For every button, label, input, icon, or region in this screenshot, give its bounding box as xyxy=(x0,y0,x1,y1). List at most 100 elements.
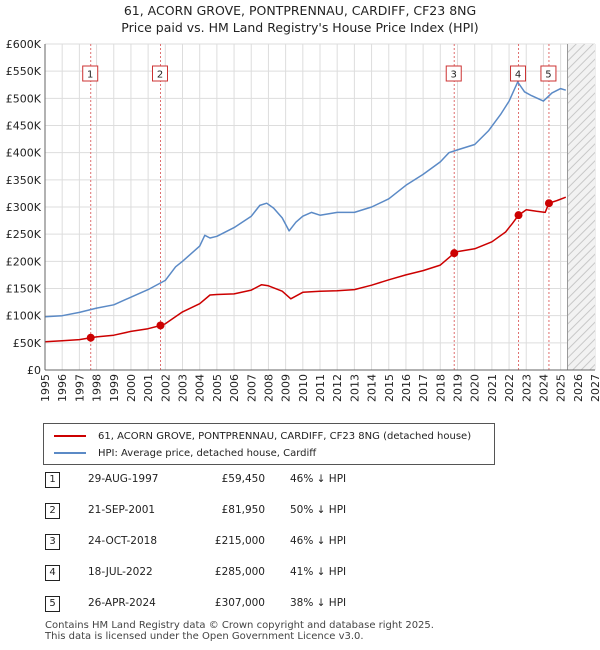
x-tick-label: 2002 xyxy=(159,374,172,402)
sale-point xyxy=(156,321,165,330)
price-paid-line xyxy=(44,196,567,343)
x-tick-label: 2000 xyxy=(125,374,138,402)
y-tick-label: £450K xyxy=(6,120,42,133)
x-tick-label: 2008 xyxy=(262,374,275,402)
legend-swatch-hpi xyxy=(54,452,86,454)
x-tick-label: 2013 xyxy=(348,374,361,402)
x-tick-label: 2017 xyxy=(417,374,430,402)
x-tick-label: 2001 xyxy=(142,374,155,402)
x-tick-label: 2011 xyxy=(314,374,327,402)
x-tick-label: 2009 xyxy=(280,374,293,402)
x-tick-label: 2004 xyxy=(194,374,207,402)
sale-price: £215,000 xyxy=(214,535,265,547)
forecast-region xyxy=(567,44,595,370)
sale-date: 26-APR-2024 xyxy=(88,597,156,609)
sale-date: 29-AUG-1997 xyxy=(88,473,159,485)
sale-label: 1 xyxy=(87,70,93,81)
x-tick-label: 2005 xyxy=(211,374,224,402)
hpi-line xyxy=(44,81,567,318)
y-tick-label: £200K xyxy=(6,255,42,268)
y-tick-label: £400K xyxy=(6,147,42,160)
y-tick-label: £500K xyxy=(6,92,42,105)
x-tick-label: 2020 xyxy=(469,374,482,402)
x-tick-label: 2012 xyxy=(331,374,344,402)
sale-price: £307,000 xyxy=(214,597,265,609)
title-line-2: Price paid vs. HM Land Registry's House … xyxy=(121,20,479,35)
sale-price: £285,000 xyxy=(214,566,265,578)
sale-label-box xyxy=(510,65,527,82)
x-tick-label: 1997 xyxy=(73,374,86,402)
legend-item-hpi: HPI: Average price, detached house, Card… xyxy=(54,445,316,461)
x-tick-label: 2022 xyxy=(503,374,516,402)
sale-number-badge: 2 xyxy=(45,503,60,519)
table-row: 5 26-APR-2024 £307,000 38% ↓ HPI xyxy=(40,596,480,612)
sale-price: £81,950 xyxy=(221,504,265,516)
sale-number-badge: 5 xyxy=(45,596,60,612)
y-tick-label: £0 xyxy=(27,364,41,377)
sale-date: 21-SEP-2001 xyxy=(88,504,156,516)
x-tick-label: 2019 xyxy=(452,374,465,402)
sale-label: 2 xyxy=(157,70,163,81)
sale-label-box xyxy=(82,65,99,82)
x-tick-label: 2016 xyxy=(400,374,413,402)
footer-line-1: Contains HM Land Registry data © Crown c… xyxy=(45,620,434,631)
y-tick-label: £250K xyxy=(6,228,42,241)
x-tick-label: 1996 xyxy=(56,374,69,402)
price-chart: 1 2 3 4 5 £0 £50K £100K £150K £200K £250K £300K £35… xyxy=(6,38,600,402)
sale-price: £59,450 xyxy=(221,473,265,485)
x-tick-label: 2010 xyxy=(297,374,310,402)
sale-hpi-diff: 46% ↓ HPI xyxy=(290,473,347,485)
legend-item-price-paid: 61, ACORN GROVE, PONTPRENNAU, CARDIFF, C… xyxy=(54,428,471,444)
sale-label-box xyxy=(540,65,557,82)
title-line-1: 61, ACORN GROVE, PONTPRENNAU, CARDIFF, C… xyxy=(123,3,477,18)
sale-date: 18-JUL-2022 xyxy=(88,566,153,578)
sale-label: 5 xyxy=(545,70,551,81)
sale-label-box xyxy=(445,65,462,82)
sale-label: 3 xyxy=(451,70,457,81)
x-tick-label: 1999 xyxy=(108,374,121,402)
sale-label: 4 xyxy=(515,70,521,81)
x-tick-label: 2021 xyxy=(486,374,499,402)
x-tick-label: 2024 xyxy=(537,374,550,402)
x-tick-label: 2018 xyxy=(434,374,447,402)
y-tick-label: £50K xyxy=(13,337,42,350)
x-tick-label: 2003 xyxy=(177,374,190,402)
x-tick-label: 2023 xyxy=(520,374,533,402)
x-tick-label: 2027 xyxy=(589,374,600,402)
x-tick-label: 1995 xyxy=(39,374,52,402)
table-row: 1 29-AUG-1997 £59,450 46% ↓ HPI xyxy=(40,472,480,488)
sale-hpi-diff: 38% ↓ HPI xyxy=(290,597,347,609)
sale-date: 24-OCT-2018 xyxy=(88,535,157,547)
sale-hpi-diff: 50% ↓ HPI xyxy=(290,504,347,516)
footer-line-2: This data is licensed under the Open Gov… xyxy=(45,631,364,642)
x-tick-label: 2015 xyxy=(383,374,396,402)
y-tick-label: £600K xyxy=(6,38,42,51)
sale-point xyxy=(544,199,553,208)
x-tick-label: 2006 xyxy=(228,374,241,402)
sale-point xyxy=(450,249,459,258)
x-tick-label: 2014 xyxy=(366,374,379,402)
table-row: 4 18-JUL-2022 £285,000 41% ↓ HPI xyxy=(40,565,480,581)
sale-label-box xyxy=(152,65,168,82)
y-tick-label: £150K xyxy=(6,283,42,296)
x-tick-label: 2025 xyxy=(555,374,568,402)
y-tick-label: £550K xyxy=(6,65,42,78)
sale-point xyxy=(514,211,523,220)
legend-swatch-price-paid xyxy=(54,435,86,437)
sale-hpi-diff: 41% ↓ HPI xyxy=(290,566,347,578)
sale-point xyxy=(86,333,95,342)
legend: 61, ACORN GROVE, PONTPRENNAU, CARDIFF, C… xyxy=(43,423,495,465)
sale-number-badge: 3 xyxy=(45,534,60,550)
sale-number-badge: 1 xyxy=(45,472,60,488)
y-tick-label: £300K xyxy=(6,201,42,214)
x-tick-label: 1998 xyxy=(91,374,104,402)
y-tick-label: £100K xyxy=(6,310,42,323)
sale-number-badge: 4 xyxy=(45,565,60,581)
y-tick-label: £350K xyxy=(6,174,42,187)
legend-label-price-paid: 61, ACORN GROVE, PONTPRENNAU, CARDIFF, C… xyxy=(98,430,472,442)
footer: Contains HM Land Registry data © Crown c… xyxy=(45,620,434,642)
legend-label-hpi: HPI: Average price, detached house, Card… xyxy=(98,447,317,459)
sale-hpi-diff: 46% ↓ HPI xyxy=(290,535,347,547)
chart-title: 61, ACORN GROVE, PONTPRENNAU, CARDIFF, C… xyxy=(0,2,600,36)
table-row: 2 21-SEP-2001 £81,950 50% ↓ HPI xyxy=(40,503,480,519)
